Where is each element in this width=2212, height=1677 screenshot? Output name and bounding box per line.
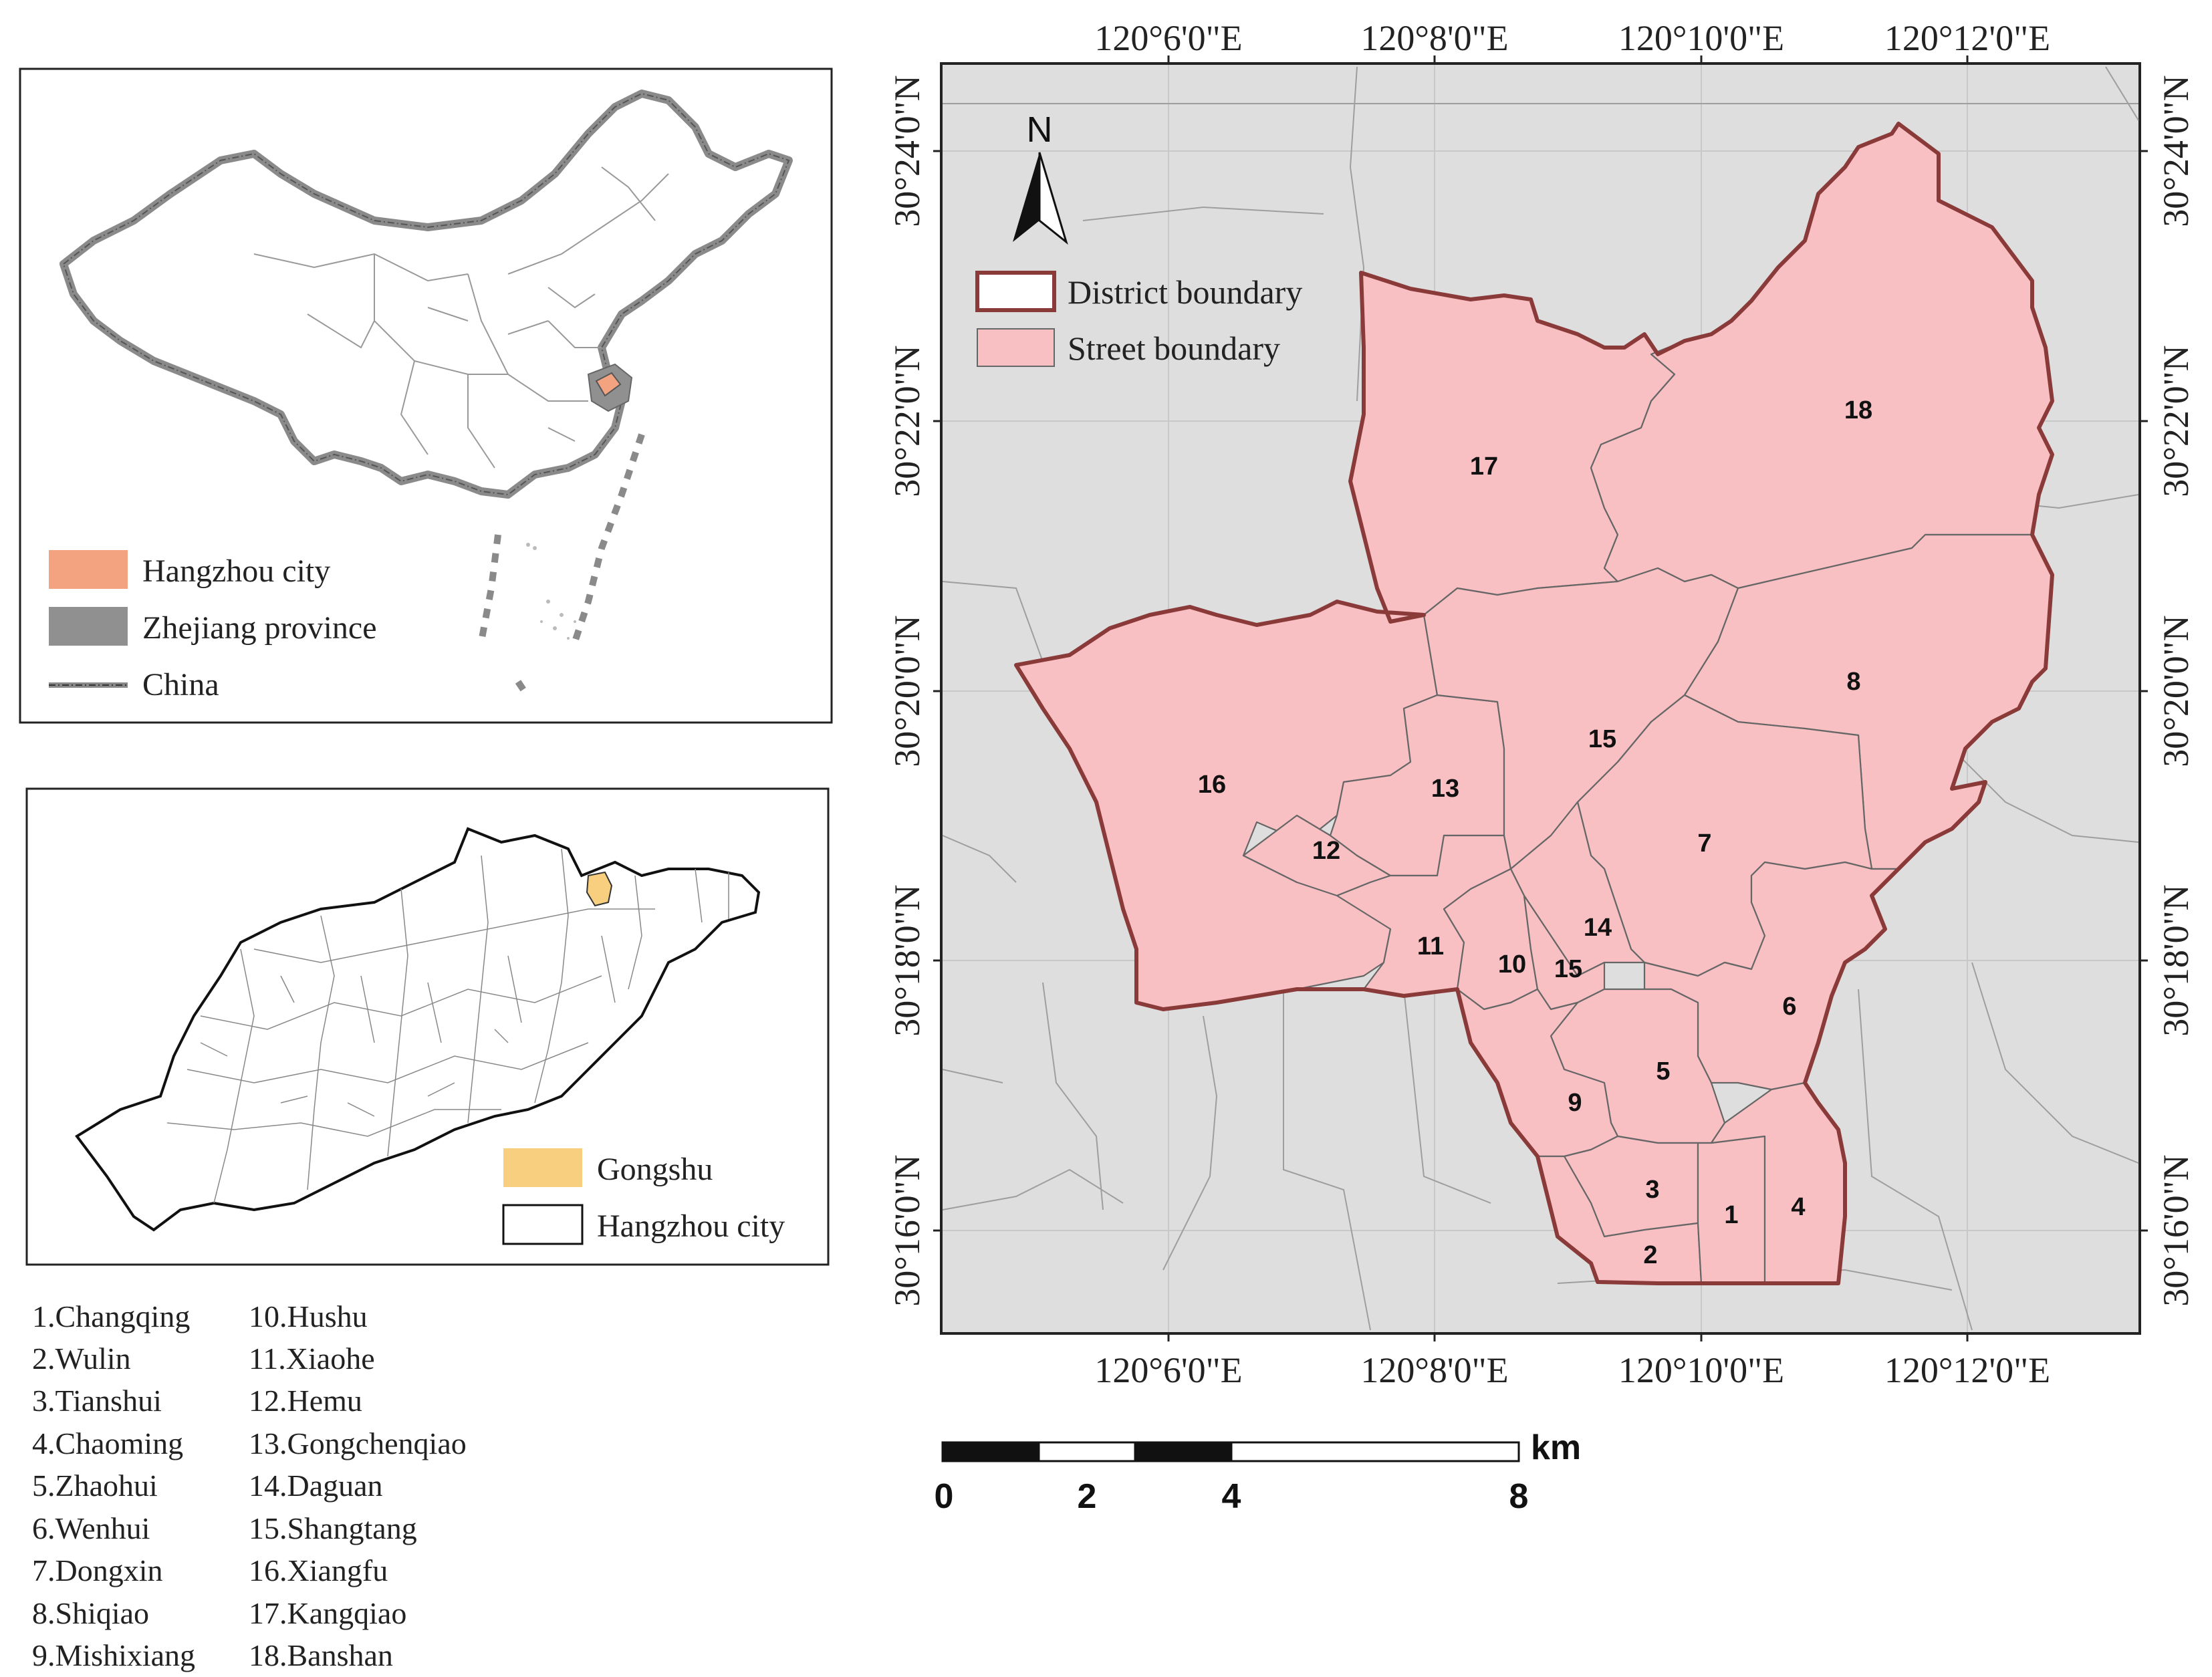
street-list-item: 6.Wenhui	[32, 1511, 150, 1545]
lon-label-bottom: 120°12'0"E	[1884, 1350, 2050, 1390]
street-label-6: 6	[1782, 993, 1796, 1021]
main-map: 1 2 3 4 5 6 7 8 9 10 11 12 13 14 15 15 1…	[887, 18, 2196, 1390]
street-label-4: 4	[1791, 1193, 1805, 1221]
legend-label-gongshu: Gongshu	[597, 1152, 713, 1187]
hangzhou-city	[595, 372, 622, 397]
street-label-13: 13	[1431, 775, 1459, 803]
lat-label-left: 30°16'0"N	[887, 1154, 927, 1306]
lat-label-right: 30°22'0"N	[2156, 345, 2196, 497]
hangzhou-city-outline	[75, 827, 761, 1232]
street-list-item: 5.Zhaohui	[32, 1468, 158, 1503]
street-label-12: 12	[1312, 837, 1340, 865]
street-label-18: 18	[1844, 396, 1872, 424]
legend-swatch-zhejiang	[49, 607, 128, 646]
lon-label-bottom: 120°8'0"E	[1360, 1350, 1508, 1390]
legend-label-hangzhou: Hangzhou city	[597, 1208, 785, 1244]
scale-tick-label: 2	[1078, 1477, 1097, 1516]
lon-label-top: 120°8'0"E	[1360, 18, 1508, 58]
lat-label-left: 30°22'0"N	[887, 345, 927, 497]
street-label-7: 7	[1697, 829, 1711, 858]
street-list-item: 2.Wulin	[32, 1341, 131, 1376]
lon-label-top: 120°12'0"E	[1884, 18, 2050, 58]
street-list-item: 9.Mishixiang	[32, 1638, 195, 1672]
street-list-item: 3.Tianshui	[32, 1384, 162, 1418]
lat-label-right: 30°16'0"N	[2156, 1154, 2196, 1306]
street-list-item: 11.Xiaohe	[249, 1341, 375, 1376]
lat-label-right: 30°18'0"N	[2156, 884, 2196, 1036]
north-label: N	[1027, 110, 1053, 150]
legend-label-street-boundary: Street boundary	[1068, 330, 1280, 367]
legend-swatch-hangzhou-city	[49, 550, 128, 589]
district-boundary	[1014, 122, 2054, 1285]
lat-label-left: 30°20'0"N	[887, 615, 927, 767]
scale-tick-label: 4	[1222, 1477, 1241, 1516]
street-list-item: 1.Changqing	[32, 1299, 190, 1333]
street-label-17: 17	[1470, 453, 1498, 481]
street-label-5: 5	[1656, 1057, 1670, 1085]
street-label-2: 2	[1643, 1241, 1657, 1269]
legend-swatch-district-boundary	[975, 271, 1056, 312]
street-list: 1.Changqing 2.Wulin 3.Tianshui 4.Chaomin…	[32, 1299, 467, 1672]
lon-label-bottom: 120°6'0"E	[1094, 1350, 1242, 1390]
street-list-item: 16.Xiangfu	[249, 1553, 388, 1587]
scale-tick-label: 0	[935, 1477, 954, 1516]
lat-label-right: 30°24'0"N	[2156, 75, 2196, 227]
legend-swatch-gongshu	[503, 1148, 582, 1187]
street-label-1: 1	[1724, 1201, 1738, 1229]
street-list-item: 8.Shiqiao	[32, 1596, 149, 1630]
street-list-item: 12.Hemu	[249, 1384, 362, 1418]
scale-tick-label: 8	[1509, 1477, 1529, 1516]
lat-label-left: 30°18'0"N	[887, 884, 927, 1036]
lon-label-top: 120°6'0"E	[1094, 18, 1242, 58]
legend-label-zhejiang: Zhejiang province	[142, 610, 377, 646]
street-label-16: 16	[1198, 771, 1226, 799]
lon-label-bottom: 120°10'0"E	[1618, 1350, 1784, 1390]
lat-label-left: 30°24'0"N	[887, 75, 927, 227]
hangzhou-inset: Gongshu Hangzhou city	[25, 787, 830, 1266]
scale-unit: km	[1531, 1428, 1581, 1467]
street-6-wenhui	[1643, 861, 1900, 1091]
lat-label-right: 30°20'0"N	[2156, 615, 2196, 767]
street-list-item: 18.Banshan	[249, 1638, 393, 1672]
lon-label-top: 120°10'0"E	[1618, 18, 1784, 58]
legend-swatch-hangzhou	[502, 1204, 584, 1245]
street-label-15: 15	[1588, 725, 1616, 753]
street-label-11: 11	[1417, 932, 1444, 960]
china-inset: Hangzhou city Zhejiang province China	[19, 68, 833, 724]
legend-label-china: China	[142, 667, 219, 702]
street-list-item: 17.Kangqiao	[249, 1596, 406, 1630]
street-label-9: 9	[1568, 1089, 1582, 1117]
scale-bar: km 0 2 4 8	[935, 1428, 1582, 1516]
street-label-8: 8	[1846, 668, 1860, 696]
street-label-15-south: 15	[1554, 955, 1582, 983]
legend-label-district-boundary: District boundary	[1068, 273, 1302, 311]
legend-label-hangzhou-city: Hangzhou city	[142, 553, 330, 589]
north-arrow-icon	[1013, 152, 1039, 242]
street-label-14: 14	[1584, 914, 1612, 942]
street-label-10: 10	[1498, 950, 1526, 979]
street-list-item: 7.Dongxin	[32, 1553, 163, 1587]
street-label-3: 3	[1645, 1176, 1659, 1204]
legend-swatch-street-boundary	[977, 328, 1055, 367]
street-list-item: 13.Gongchenqiao	[249, 1426, 467, 1460]
street-list-item: 10.Hushu	[249, 1299, 368, 1333]
street-list-item: 4.Chaoming	[32, 1426, 183, 1460]
street-list-item: 14.Daguan	[249, 1468, 383, 1503]
street-list-item: 15.Shangtang	[249, 1511, 417, 1545]
gongshu-district	[586, 871, 613, 907]
north-arrow: N	[1013, 110, 1068, 245]
